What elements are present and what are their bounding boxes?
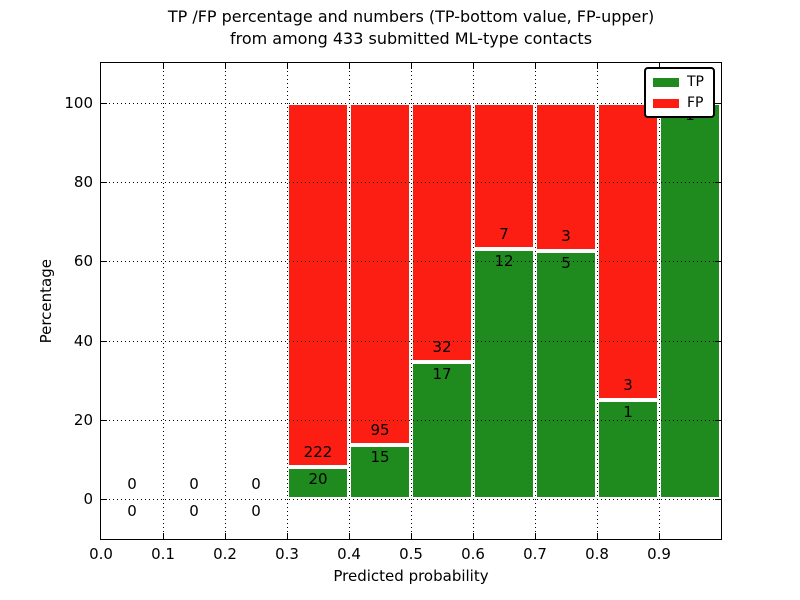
x-tick-mark bbox=[349, 63, 350, 69]
fp-count-label: 3 bbox=[623, 376, 633, 395]
tp-count-label: 17 bbox=[432, 364, 452, 383]
y-tick-label: 60 bbox=[73, 252, 93, 271]
x-tick-label: 0.2 bbox=[213, 545, 237, 563]
legend-item-tp: TP bbox=[653, 74, 704, 90]
x-gridline bbox=[225, 63, 226, 539]
x-tick-mark bbox=[287, 63, 288, 69]
y-tick-mark bbox=[101, 420, 107, 421]
legend-item-fp: FP bbox=[653, 95, 704, 111]
y-tick-mark bbox=[101, 102, 107, 104]
y-axis-label: Percentage bbox=[37, 258, 55, 344]
fp-count-label: 0 bbox=[189, 475, 199, 494]
tp-count-label: 20 bbox=[308, 469, 328, 488]
tp-count-label: 5 bbox=[561, 254, 571, 273]
x-tick-mark bbox=[225, 533, 226, 539]
tp-count-label: 1 bbox=[623, 403, 633, 422]
x-tick-mark bbox=[411, 533, 412, 539]
y-tick-mark bbox=[715, 420, 721, 421]
legend: TP FP bbox=[644, 67, 715, 118]
x-tick-label: 0.8 bbox=[585, 545, 609, 563]
y-tick-label: 0 bbox=[83, 490, 93, 509]
y-tick-mark bbox=[101, 499, 107, 501]
x-tick-mark bbox=[225, 63, 226, 69]
y-tick-mark bbox=[101, 340, 107, 342]
bar-segment-tp bbox=[659, 102, 721, 500]
bar-segment-tp bbox=[597, 400, 659, 500]
tp-count-label: 0 bbox=[189, 502, 199, 521]
x-tick-label: 0.0 bbox=[89, 545, 113, 563]
legend-label-tp: TP bbox=[687, 74, 704, 90]
bar-segment-fp bbox=[349, 102, 411, 446]
chart-title-line2: from among 433 submitted ML-type contact… bbox=[229, 29, 593, 48]
y-gridline bbox=[101, 499, 721, 501]
x-tick-mark bbox=[349, 533, 350, 539]
x-tick-mark bbox=[473, 533, 474, 539]
y-tick-label: 100 bbox=[64, 93, 93, 112]
x-tick-mark bbox=[535, 63, 536, 69]
x-tick-label: 0.3 bbox=[275, 545, 299, 563]
x-tick-label: 0.4 bbox=[337, 545, 361, 563]
y-tick-mark bbox=[715, 499, 721, 501]
x-tick-label: 0.7 bbox=[523, 545, 547, 563]
plot-area: TP /FP percentage and numbers (TP-bottom… bbox=[37, 7, 722, 585]
x-tick-label: 0.1 bbox=[151, 545, 175, 563]
x-tick-label: 0.6 bbox=[461, 545, 485, 563]
y-tick-mark bbox=[101, 182, 107, 183]
x-tick-mark bbox=[659, 533, 660, 539]
tp-count-label: 0 bbox=[251, 502, 261, 521]
x-tick-mark bbox=[163, 63, 164, 69]
fp-count-label: 7 bbox=[499, 224, 509, 243]
x-tick-mark bbox=[163, 533, 164, 539]
x-tick-mark bbox=[597, 533, 598, 539]
x-tick-mark bbox=[287, 533, 288, 539]
fp-count-label: 3 bbox=[561, 227, 571, 246]
legend-label-fp: FP bbox=[687, 95, 704, 111]
tp-count-label: 15 bbox=[370, 448, 390, 467]
x-axis-label: Predicted probability bbox=[333, 567, 489, 585]
tp-swatch-icon bbox=[653, 77, 679, 87]
y-tick-mark bbox=[715, 261, 721, 263]
y-tick-mark bbox=[715, 340, 721, 342]
y-tick-label: 20 bbox=[73, 411, 93, 429]
bar-segment-tp bbox=[535, 251, 597, 500]
y-tick-mark bbox=[101, 261, 107, 263]
y-tick-label: 80 bbox=[73, 173, 93, 191]
chart-title-line1: TP /FP percentage and numbers (TP-bottom… bbox=[167, 7, 655, 26]
bar-segment-fp bbox=[473, 102, 535, 249]
x-tick-mark bbox=[473, 63, 474, 69]
fp-count-label: 95 bbox=[370, 421, 390, 440]
bar-segment-fp bbox=[597, 102, 659, 401]
chart-title: TP /FP percentage and numbers (TP-bottom… bbox=[1, 6, 800, 50]
x-tick-mark bbox=[535, 533, 536, 539]
fp-swatch-icon bbox=[653, 98, 679, 108]
x-tick-label: 0.9 bbox=[647, 545, 671, 563]
fp-count-label: 32 bbox=[432, 337, 452, 356]
tp-count-label: 12 bbox=[494, 251, 514, 270]
y-tick-mark bbox=[715, 102, 721, 104]
x-tick-label: 0.5 bbox=[399, 545, 423, 563]
fp-count-label: 222 bbox=[303, 442, 333, 461]
fp-count-label: 0 bbox=[127, 475, 137, 494]
bar-segment-fp bbox=[411, 102, 473, 362]
bar-segment-tp bbox=[473, 248, 535, 500]
bar-segment-tp bbox=[349, 445, 411, 500]
x-tick-mark bbox=[597, 63, 598, 69]
x-gridline bbox=[163, 63, 164, 539]
y-tick-mark bbox=[715, 182, 721, 183]
bar-segment-tp bbox=[287, 466, 349, 500]
tp-count-label: 0 bbox=[127, 502, 137, 521]
fp-count-label: 0 bbox=[251, 475, 261, 494]
y-tick-label: 40 bbox=[73, 331, 93, 350]
bar-segment-fp bbox=[287, 102, 349, 467]
x-tick-mark bbox=[411, 63, 412, 69]
bar-segment-tp bbox=[411, 361, 473, 500]
